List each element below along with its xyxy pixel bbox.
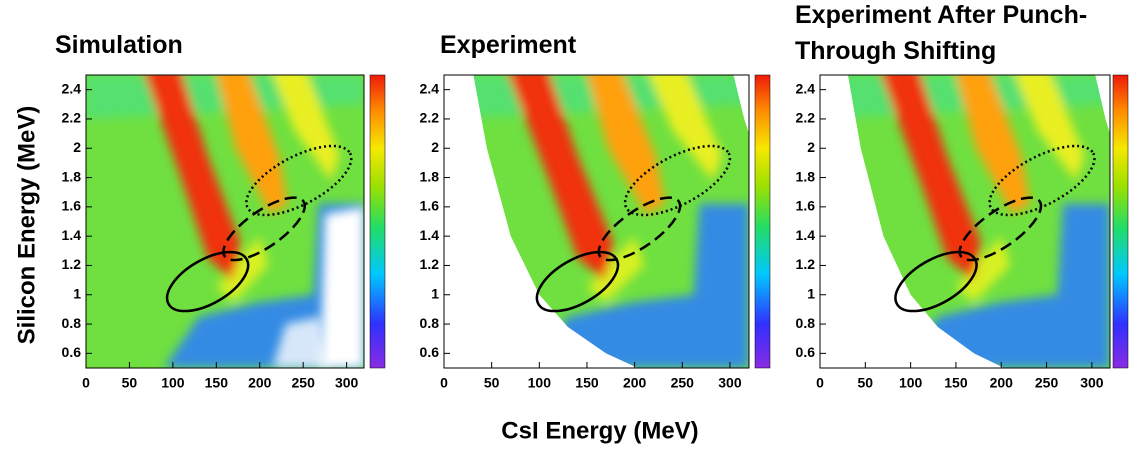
x-tick-label: 100 (528, 375, 552, 391)
density-region (273, 75, 340, 181)
density-region (901, 203, 1110, 368)
contour (958, 196, 1043, 262)
x-tick-label: 200 (990, 375, 1014, 391)
x-tick-label: 0 (816, 375, 824, 391)
x-tick-label: 300 (718, 375, 742, 391)
heatmap (820, 75, 1110, 368)
x-tick-label: 100 (899, 375, 923, 391)
contour (597, 196, 682, 262)
x-tick-label: 50 (122, 375, 138, 391)
contour (245, 144, 353, 217)
density-region (587, 75, 666, 215)
y-tick-label: 1.2 (62, 256, 82, 272)
empty-region (820, 75, 1005, 368)
x-tick-label: 300 (335, 375, 359, 391)
y-tick-label: 2.4 (420, 80, 440, 96)
y-tick-label: 0.6 (62, 344, 82, 360)
x-axis-label: CsI Energy (MeV) (501, 417, 698, 444)
y-tick-label: 1.6 (420, 198, 440, 214)
y-tick-label: 2 (73, 139, 81, 155)
x-tick-label: 150 (205, 375, 229, 391)
y-tick-label: 0.6 (420, 344, 440, 360)
contour (165, 250, 250, 313)
y-tick-label: 2.2 (420, 110, 440, 126)
y-tick-label: 2 (807, 139, 815, 155)
x-tick-label: 50 (484, 375, 500, 391)
x-tick-label: 300 (1080, 375, 1104, 391)
heatmap-density (820, 75, 1110, 368)
density-region (955, 236, 1011, 303)
empty-region (733, 75, 749, 134)
density-region (216, 75, 288, 215)
x-tick-label: 250 (292, 375, 316, 391)
y-tick-label: 1.2 (796, 256, 816, 272)
y-tick-label: 1.2 (420, 256, 440, 272)
chart-title: Experiment After Punch-Through Shifting (795, 1, 1088, 65)
density-region (586, 236, 645, 303)
y-tick-label: 0.8 (62, 315, 82, 331)
plot-frame (85, 74, 365, 369)
y-tick-label: 1.6 (796, 198, 816, 214)
y-tick-label: 1.4 (420, 227, 440, 243)
x-tick-label: 150 (575, 375, 599, 391)
y-tick-label: 0.8 (796, 315, 816, 331)
x-tick-label: 200 (623, 375, 647, 391)
x-tick-label: 0 (440, 375, 448, 391)
density-region (508, 75, 614, 281)
y-tick-label: 1.4 (62, 227, 82, 243)
density-region (956, 75, 1031, 215)
y-tick-label: 2.4 (796, 80, 816, 96)
empty-region (320, 206, 364, 368)
x-tick-label: 150 (944, 375, 968, 391)
density-region (145, 75, 241, 281)
y-tick-label: 1.4 (796, 227, 816, 243)
x-tick-label: 250 (671, 375, 695, 391)
y-tick-label: 1.8 (62, 168, 82, 184)
y-tick-label: 1 (807, 285, 815, 301)
x-tick-label: 50 (858, 375, 874, 391)
empty-region (272, 316, 330, 368)
plot-frame (819, 74, 1111, 369)
heatmap-density (444, 75, 749, 368)
colorbar (369, 74, 386, 369)
y-tick-label: 1 (73, 285, 81, 301)
y-tick-label: 0.6 (796, 344, 816, 360)
y-tick-label: 2.4 (62, 80, 82, 96)
y-tick-label: 1.6 (62, 198, 82, 214)
y-tick-label: 1.8 (420, 168, 440, 184)
colorbar (1112, 74, 1129, 369)
density-region (529, 203, 749, 368)
x-tick-label: 250 (1035, 375, 1059, 391)
chart-title: Simulation (55, 31, 183, 59)
y-tick-label: 2.2 (796, 110, 816, 126)
y-tick-label: 2.2 (62, 110, 82, 126)
heatmap (444, 75, 749, 368)
density-region (1015, 75, 1085, 181)
density-region (881, 75, 982, 281)
x-tick-label: 0 (82, 375, 90, 391)
y-tick-label: 0.8 (420, 315, 440, 331)
y-axis-label: Silicon Energy (MeV) (13, 106, 40, 345)
plot-frame (443, 74, 750, 369)
x-tick-label: 100 (161, 375, 185, 391)
y-tick-label: 1.8 (796, 168, 816, 184)
x-tick-label: 200 (248, 375, 272, 391)
y-tick-label: 1 (431, 285, 439, 301)
chart-title: Experiment (440, 31, 577, 59)
heatmap (86, 75, 364, 368)
y-tick-label: 2 (431, 139, 439, 155)
density-region (216, 236, 269, 303)
empty-region (1095, 75, 1110, 134)
density-region (649, 75, 723, 181)
empty-region (444, 75, 638, 368)
colorbar (754, 74, 771, 369)
heatmap-density (86, 75, 364, 368)
